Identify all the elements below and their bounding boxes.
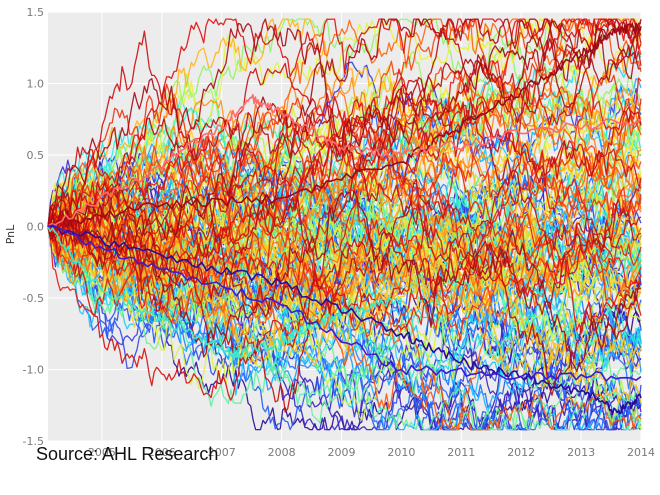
series-line: [47, 177, 642, 334]
y-tick-label: 0.0: [27, 221, 45, 234]
series-line: [47, 181, 642, 413]
x-tick-label: 2008: [268, 446, 296, 459]
series-line: [47, 81, 642, 250]
series-line: [47, 19, 642, 257]
series-line: [47, 18, 642, 240]
series-line: [47, 66, 642, 324]
series-line: [47, 177, 642, 401]
series-line: [47, 30, 642, 227]
series-line: [47, 170, 642, 328]
series-line: [47, 18, 642, 227]
pnl-chart: 2005 2006 2007 2008 2009 2010 2011 2012 2013 2014…: [4, 6, 655, 459]
y-tick-label: -0.5: [23, 292, 44, 305]
series-line: [47, 29, 642, 276]
x-tick-label: 2012: [507, 446, 535, 459]
highlighted-series-line: [47, 22, 642, 228]
highlighted-series-line: [47, 225, 642, 416]
x-tick-label: 2009: [328, 446, 356, 459]
highlighted-series-line: [47, 224, 642, 382]
x-tick-label: 2013: [567, 446, 595, 459]
series-line: [47, 27, 642, 257]
series-line: [47, 204, 642, 373]
y-tick-label: 1.5: [27, 6, 45, 19]
series-line: [47, 201, 642, 396]
series-line: [47, 18, 642, 231]
y-tick-label: -1.5: [23, 435, 44, 448]
y-tick-label: 1.0: [27, 78, 45, 91]
x-tick-label: 2006: [148, 446, 176, 459]
series-line: [47, 118, 642, 282]
x-tick-label: 2010: [387, 446, 415, 459]
x-tick-label: 2005: [88, 446, 116, 459]
tick-labels: 2005 2006 2007 2008 2009 2010 2011 2012 2013 2014…: [23, 6, 655, 459]
series-line: [47, 18, 642, 237]
series-line: [47, 153, 642, 293]
highlighted-series-line: [47, 226, 403, 359]
series-line: [47, 18, 642, 230]
series-layer: [47, 18, 642, 431]
x-tick-label: 2007: [208, 446, 236, 459]
x-tick-label: 2011: [447, 446, 475, 459]
y-tick-label: 0.5: [27, 149, 45, 162]
series-line: [47, 140, 642, 325]
series-line: [47, 197, 642, 325]
y-axis-label: PnL: [4, 224, 17, 244]
highlighted-series-line: [47, 93, 642, 228]
series-line: [47, 18, 642, 265]
y-tick-label: -1.0: [23, 364, 44, 377]
source-caption: Source: AHL Research: [36, 444, 219, 464]
series-line: [47, 208, 642, 399]
series-line: [47, 149, 642, 337]
x-tick-label: 2014: [627, 446, 655, 459]
series-line: [47, 184, 642, 373]
